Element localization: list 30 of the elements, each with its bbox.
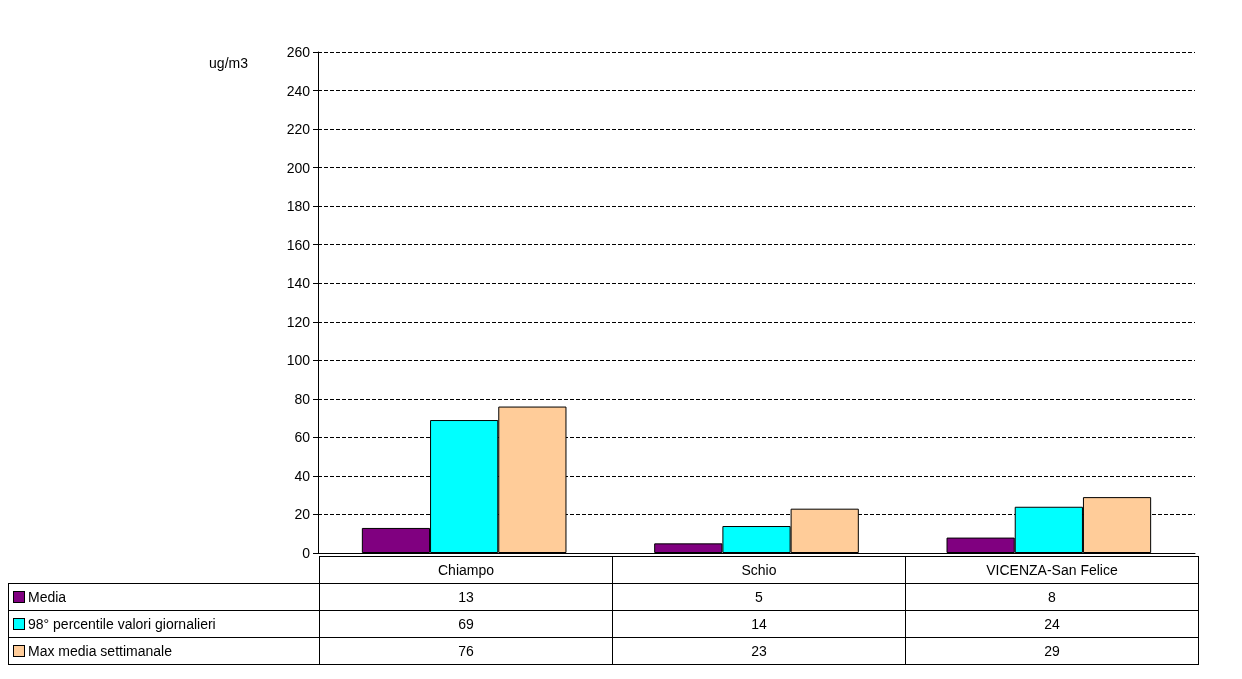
data-label: 8 — [905, 583, 1199, 611]
x-tick-label: VICENZA-San Felice — [905, 556, 1199, 584]
y-tick-label: 0 — [302, 545, 311, 561]
x-tick-label: Chiampo — [319, 556, 613, 584]
data-label: 14 — [612, 610, 906, 638]
y-tick-label: 180 — [286, 198, 311, 215]
data-label: 5 — [612, 583, 906, 611]
y-tick-label: 160 — [286, 236, 311, 253]
y-tick-label: 60 — [294, 429, 311, 446]
y-tick-label: 200 — [286, 159, 311, 176]
data-label: 69 — [319, 610, 613, 638]
y-tick-label: 20 — [294, 506, 311, 523]
y-tick-label: 40 — [294, 467, 311, 484]
data-label: 23 — [612, 637, 906, 665]
y-axis-title: ug/m3 — [209, 55, 249, 71]
y-tick-label: 240 — [286, 82, 311, 99]
data-label: 29 — [905, 637, 1199, 665]
x-tick-label: Schio — [612, 556, 906, 584]
data-label: 13 — [319, 583, 613, 611]
data-label: 24 — [905, 610, 1199, 638]
y-tick-label: 220 — [286, 121, 311, 138]
legend-label: 98° percentile valori giornalieri — [8, 610, 320, 638]
y-tick-label: 80 — [294, 390, 311, 407]
legend-label: Media — [8, 583, 320, 611]
y-tick-label: 260 — [286, 44, 311, 60]
legend-label: Max media settimanale — [8, 637, 320, 665]
y-tick-label: 100 — [286, 352, 311, 369]
y-tick-label: 140 — [286, 275, 311, 292]
y-tick-label: 120 — [286, 313, 311, 330]
data-label: 76 — [319, 637, 613, 665]
